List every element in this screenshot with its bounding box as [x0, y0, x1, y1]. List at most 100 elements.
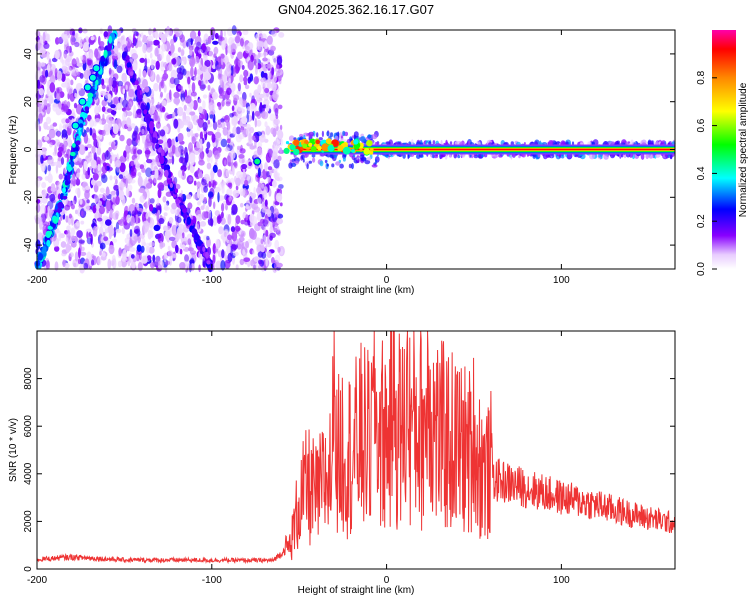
spectrogram-noise-cell — [139, 57, 145, 63]
spectrogram-noise-cell — [184, 254, 189, 263]
spectrogram-noise-cell — [148, 242, 155, 247]
spectrogram-carrier-halo — [308, 133, 312, 139]
spectrogram-noise-cell — [207, 210, 211, 220]
spectrogram-noise-cell — [61, 252, 67, 257]
spectrogram-noise-cell — [241, 243, 244, 249]
spectrogram-noise-cell — [255, 62, 259, 70]
spectrogram-carrier-blob — [370, 147, 374, 152]
spectrogram-noise-cell — [207, 131, 214, 136]
spectrogram-drift-cell — [108, 35, 113, 44]
spectrogram-noise-cell — [130, 166, 137, 177]
y-tick-label: 40 — [23, 48, 34, 60]
spectrogram-noise-cell — [267, 148, 274, 158]
spectrogram-noise-cell — [138, 187, 146, 194]
spectrogram-drift-cell — [126, 62, 132, 68]
spectrogram-noise-cell — [168, 158, 173, 164]
spectrogram-noise-cell — [182, 169, 185, 177]
spectrogram-noise-cell — [47, 159, 53, 165]
spectrogram-noise-cell — [127, 256, 131, 267]
spectrogram-noise-cell — [167, 245, 171, 251]
spectrogram-noise-cell — [99, 226, 104, 235]
spectrogram-noise-cell — [115, 195, 120, 205]
spectrogram-carrier-halo — [311, 154, 316, 158]
x-tick-label: 0 — [384, 275, 390, 286]
spectrogram-noise-cell — [141, 38, 147, 43]
spectrogram-noise-cell — [38, 125, 42, 132]
spectrogram-noise-cell — [187, 247, 194, 252]
spectrogram-drift-cell — [42, 246, 47, 252]
spectrogram-noise-cell — [153, 82, 159, 92]
spectrogram-noise-cell — [189, 47, 193, 57]
spectrogram-carrier-halo — [288, 162, 293, 169]
spectrogram-noise-cell — [207, 191, 214, 198]
spectrogram-noise-cell — [257, 30, 263, 38]
spectrogram-drift-cell — [125, 55, 130, 61]
spectrogram-noise-cell — [45, 116, 52, 125]
spectrogram-noise-cell — [200, 205, 205, 210]
spectrogram-noise-cell — [87, 167, 90, 176]
spectrogram-noise-cell — [169, 89, 172, 101]
spectrogram-noise-cell — [177, 71, 184, 81]
spectrogram-noise-cell — [249, 213, 255, 223]
spectrogram-noise-cell — [242, 171, 247, 178]
spectrogram-noise-cell — [257, 251, 264, 258]
spectrogram-noise-cell — [197, 201, 201, 206]
spectrogram-noise-cell — [122, 99, 129, 108]
spectrogram-noise-cell — [75, 209, 78, 215]
spectrogram-noise-cell — [232, 165, 235, 176]
spectrogram-noise-cell — [116, 65, 123, 74]
spectrogram-noise-cell — [155, 121, 161, 129]
colorbar-tick-label: 0.6 — [696, 118, 707, 132]
spectrogram-carrier-blob — [285, 141, 290, 145]
spectrogram-noise-cell — [266, 35, 273, 45]
y-tick-label: 8000 — [23, 367, 34, 390]
spectrogram-noise-cell — [125, 144, 131, 154]
y-tick-label: -40 — [23, 237, 34, 252]
spectrogram-noise-cell — [230, 150, 236, 160]
spectrogram-noise-cell — [203, 109, 208, 121]
spectrogram-drift-cell — [153, 131, 157, 139]
spectrogram-noise-cell — [188, 177, 193, 182]
spectrogram-noise-cell — [191, 136, 196, 145]
spectrogram-noise-cell — [241, 65, 245, 70]
spectrogram-noise-cell — [136, 113, 142, 119]
spectrogram-noise-cell — [74, 92, 78, 98]
spectrogram-noise-cell — [272, 179, 277, 188]
spectrogram-noise-cell — [126, 214, 132, 223]
spectrogram-noise-cell — [224, 259, 231, 269]
spectrogram-noise-cell — [266, 177, 271, 183]
spectrogram-drift-cell — [62, 187, 66, 194]
spectrogram-noise-cell — [279, 147, 283, 154]
spectrogram-noise-cell — [35, 72, 41, 82]
spectrogram-drift-peak — [88, 73, 97, 82]
spectrogram-noise-cell — [258, 93, 265, 99]
spectrogram-noise-cell — [102, 129, 106, 136]
colorbar-label: Normalized spectral amplitude — [738, 82, 749, 217]
spectrogram-noise-cell — [227, 234, 233, 241]
spectrogram-noise-cell — [167, 250, 174, 257]
spectrogram-carrier-halo — [331, 163, 335, 168]
spectrogram-noise-cell — [201, 178, 207, 186]
spectrogram-noise-cell — [220, 121, 226, 130]
spectrogram-noise-cell — [42, 31, 46, 43]
spectrogram-noise-cell — [115, 212, 119, 220]
spectrogram-noise-cell — [83, 69, 91, 80]
spectrogram-carrier-halo — [371, 134, 378, 140]
spectrogram-noise-cell — [96, 180, 102, 187]
spectrogram-noise-cell — [122, 112, 127, 122]
spectrogram-noise-cell — [232, 251, 239, 257]
spectrogram-noise-cell — [244, 179, 249, 186]
y-tick-label: -20 — [23, 190, 34, 205]
spectrogram-noise-cell — [142, 70, 147, 78]
spectrogram-carrier-blob — [363, 148, 371, 155]
spectrogram-noise-cell — [220, 138, 228, 148]
spectrogram-noise-cell — [81, 210, 84, 217]
spectrogram-noise-cell — [175, 84, 182, 92]
spectrogram-noise-cell — [231, 90, 235, 97]
spectrogram-noise-cell — [253, 256, 260, 262]
spectrogram-noise-cell — [101, 174, 108, 184]
spectrogram-noise-cell — [173, 118, 179, 129]
spectrogram-noise-cell — [181, 97, 185, 106]
spectrogram-noise-cell — [264, 121, 268, 128]
